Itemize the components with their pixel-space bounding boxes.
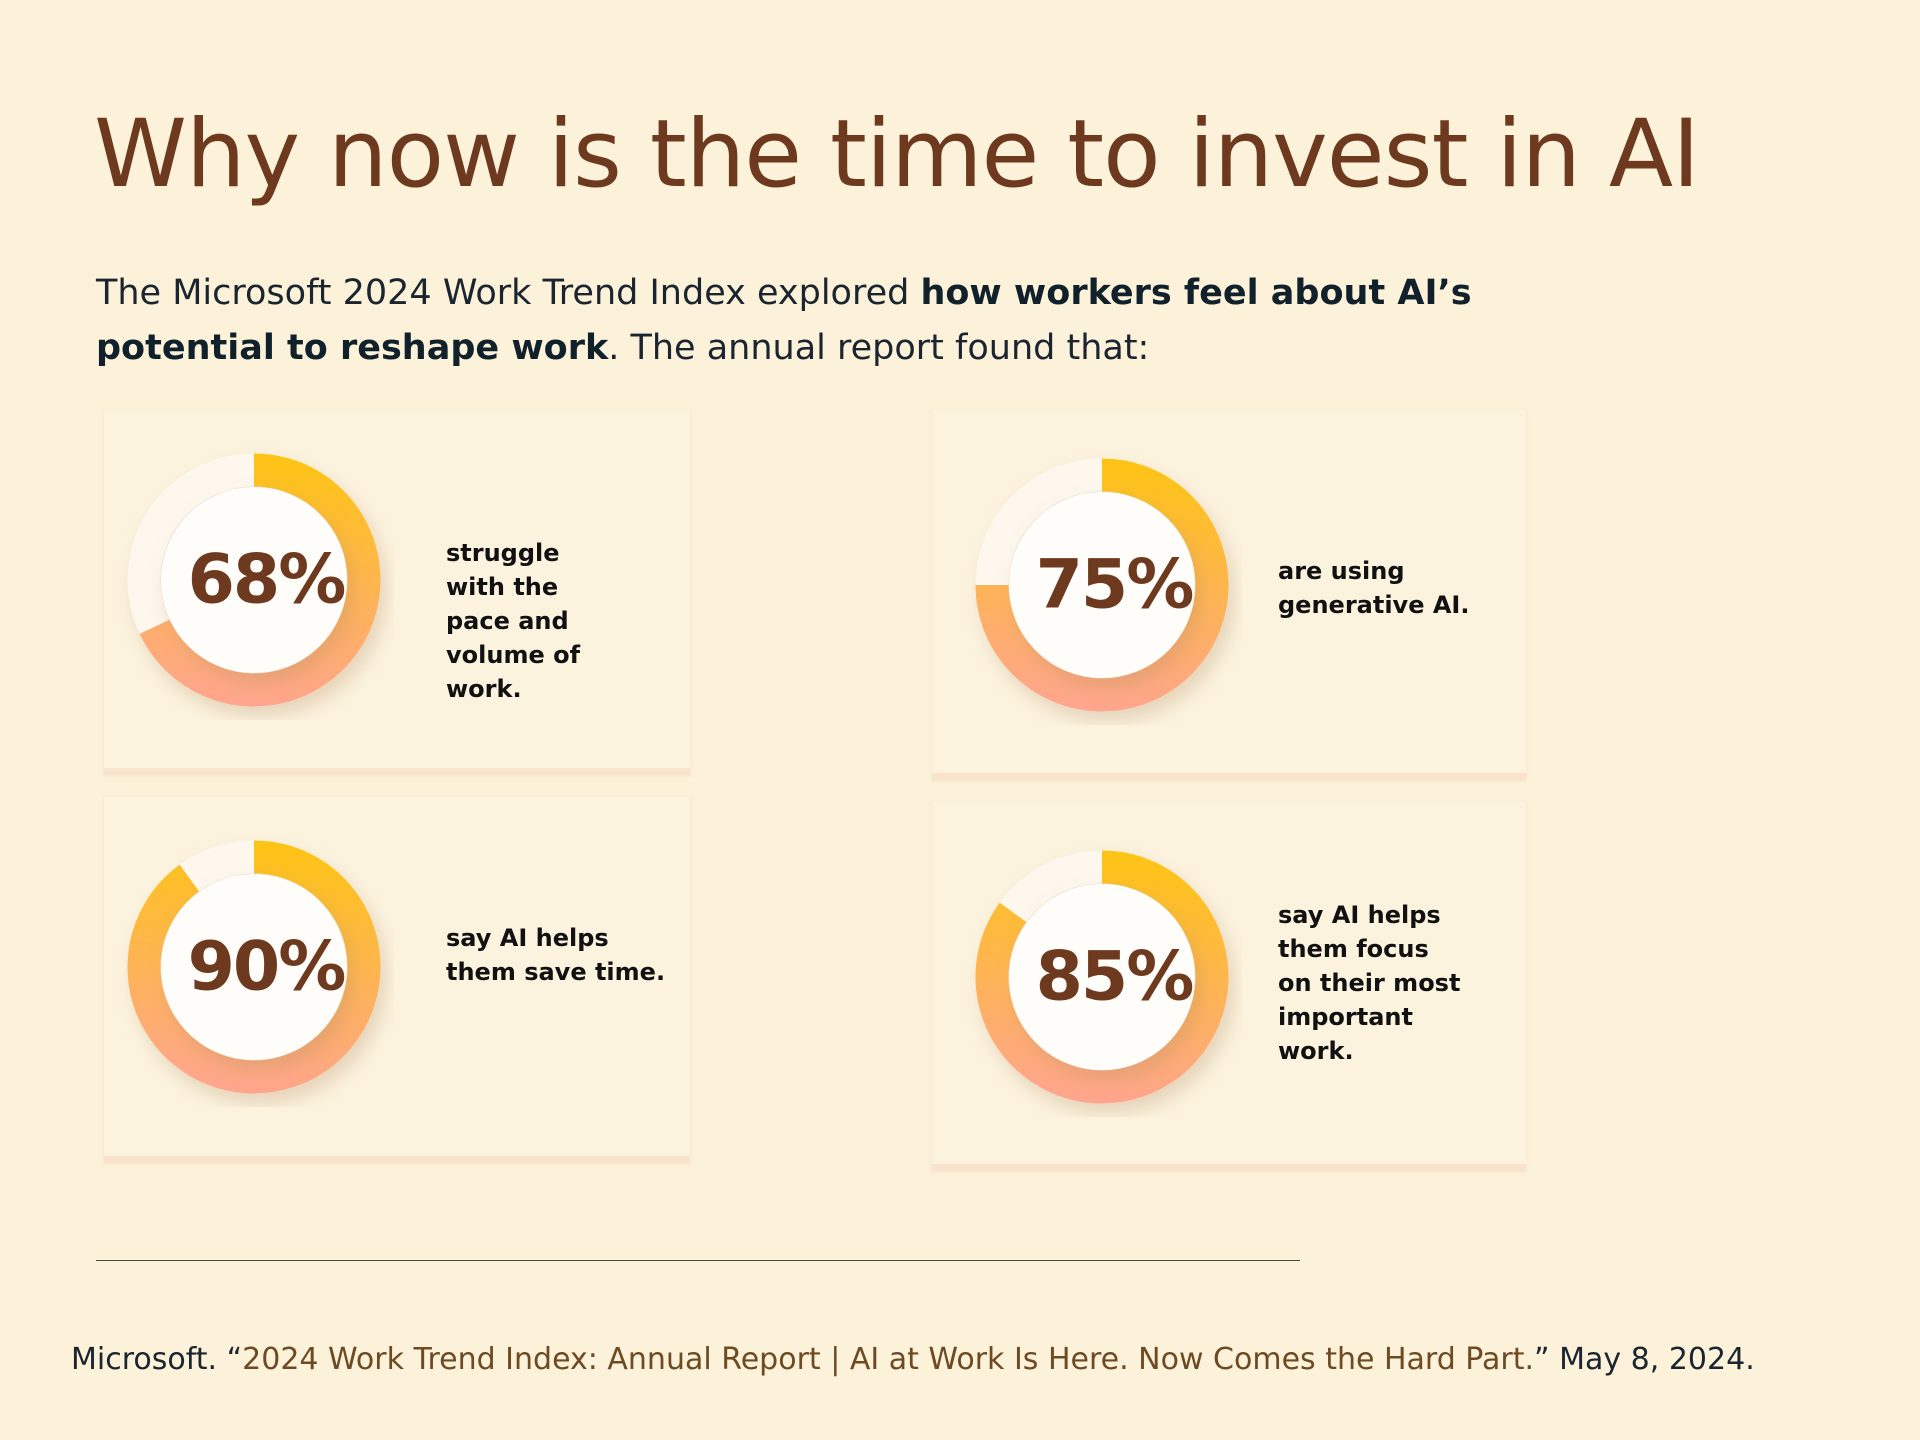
stat-value: 90% (188, 928, 345, 1007)
citation-link[interactable]: 2024 Work Trend Index: Annual Report | A… (242, 1342, 1535, 1377)
donut: 68% (127, 453, 381, 707)
intro-text: . The annual report found that: (608, 328, 1150, 368)
stat-card: 85% say AI helps them focus on their most… (932, 802, 1526, 1171)
citation-text: Microsoft. “ (71, 1342, 243, 1377)
stat-card: 90% say AI helps them save time. (104, 797, 690, 1163)
donut: 75% (975, 458, 1229, 712)
divider (96, 1260, 1300, 1261)
donut-center (161, 487, 347, 673)
donut: 85% (975, 850, 1229, 1104)
donut-center (161, 874, 347, 1060)
citation: Microsoft. “2024 Work Trend Index: Annua… (71, 1342, 1755, 1377)
stat-value: 75% (1036, 546, 1193, 625)
donut: 90% (127, 840, 381, 1094)
donut-arc (139, 453, 381, 707)
intro-text: The Microsoft 2024 Work Trend Index expl… (96, 273, 921, 313)
donut-center (1009, 492, 1195, 678)
citation-text: ” May 8, 2024. (1534, 1342, 1755, 1377)
intro-bold: how workers feel about AI’s potential to… (96, 273, 1472, 368)
intro: The Microsoft 2024 Work Trend Index expl… (96, 266, 1656, 376)
stat-value: 85% (1036, 938, 1193, 1017)
donut-arc (975, 458, 1229, 712)
donut-center (1009, 884, 1195, 1070)
stat-text: are using generative AI. (1278, 557, 1470, 619)
stat-card: 75% are using generative AI. (932, 410, 1526, 780)
donut-arc (127, 840, 381, 1094)
stat-value: 68% (188, 541, 345, 620)
title: Why now is the time to invest in AI (94, 100, 1700, 209)
donut-arc (975, 850, 1229, 1104)
stat-text: say AI helps them focus on their most im… (1278, 901, 1461, 1065)
stat-text: struggle with the pace and volume of wor… (446, 539, 581, 703)
stat-card: 68% struggle with the pace and volume of … (104, 410, 690, 775)
stat-text: say AI helps them save time. (446, 924, 666, 986)
